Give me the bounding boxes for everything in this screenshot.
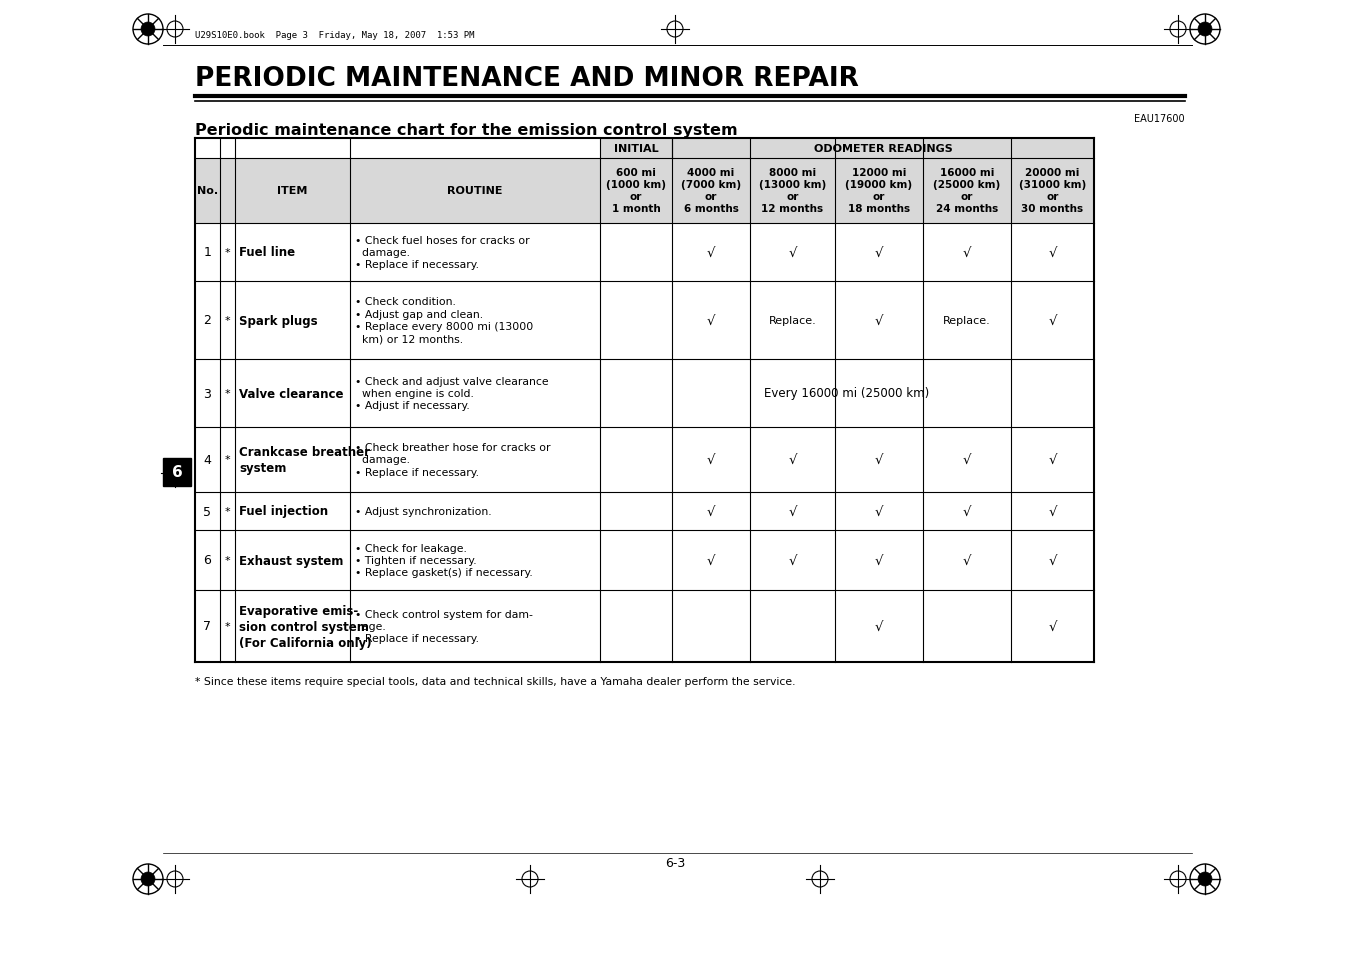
Text: *: * (224, 455, 230, 465)
Text: √: √ (874, 505, 884, 518)
Text: 1: 1 (204, 246, 212, 259)
Text: √: √ (1048, 246, 1056, 259)
Text: ITEM: ITEM (277, 186, 308, 196)
Text: • Check fuel hoses for cracks or
  damage.
• Replace if necessary.: • Check fuel hoses for cracks or damage.… (355, 235, 530, 270)
Text: √: √ (707, 314, 715, 327)
Text: √: √ (707, 505, 715, 518)
Text: Periodic maintenance chart for the emission control system: Periodic maintenance chart for the emiss… (195, 122, 738, 137)
Text: 5: 5 (204, 505, 212, 518)
Text: U29S10E0.book  Page 3  Friday, May 18, 2007  1:53 PM: U29S10E0.book Page 3 Friday, May 18, 200… (195, 30, 474, 39)
Text: 6: 6 (204, 554, 212, 567)
Bar (195, 159, 1094, 224)
Text: √: √ (1048, 454, 1056, 467)
Text: √: √ (707, 554, 715, 567)
Text: • Check and adjust valve clearance
  when engine is cold.
• Adjust if necessary.: • Check and adjust valve clearance when … (355, 376, 549, 411)
Text: Fuel line: Fuel line (239, 246, 295, 259)
Text: Crankcase breather
system: Crankcase breather system (239, 446, 370, 475)
Text: Exhaust system: Exhaust system (239, 554, 343, 567)
Text: 2: 2 (204, 314, 212, 327)
Text: √: √ (1048, 314, 1056, 327)
Text: Spark plugs: Spark plugs (239, 314, 317, 327)
Text: √: √ (963, 246, 971, 259)
Circle shape (1198, 872, 1212, 886)
Text: • Check breather hose for cracks or
  damage.
• Replace if necessary.: • Check breather hose for cracks or dama… (355, 442, 550, 477)
Circle shape (141, 23, 155, 37)
Text: √: √ (874, 246, 884, 259)
Text: Fuel injection: Fuel injection (239, 505, 328, 518)
Bar (600, 139, 1094, 159)
Text: √: √ (788, 505, 797, 518)
Text: • Adjust synchronization.: • Adjust synchronization. (355, 506, 492, 517)
Text: • Check control system for dam-
  age.
• Replace if necessary.: • Check control system for dam- age. • R… (355, 609, 532, 643)
Text: 4: 4 (204, 454, 212, 467)
Text: Every 16000 mi (25000 km): Every 16000 mi (25000 km) (765, 387, 929, 400)
Text: √: √ (707, 454, 715, 467)
Text: √: √ (1048, 619, 1056, 633)
Text: √: √ (1048, 554, 1056, 567)
Text: 6-3: 6-3 (665, 857, 685, 869)
Text: *: * (224, 506, 230, 517)
Text: Evaporative emis-
sion control system
(For California only): Evaporative emis- sion control system (F… (239, 604, 372, 649)
Circle shape (141, 872, 155, 886)
Text: 16000 mi
(25000 km)
or
24 months: 16000 mi (25000 km) or 24 months (934, 169, 1001, 214)
Text: √: √ (874, 314, 884, 327)
Text: *: * (224, 556, 230, 565)
Text: * Since these items require special tools, data and technical skills, have a Yam: * Since these items require special tool… (195, 677, 796, 686)
Text: Valve clearance: Valve clearance (239, 387, 343, 400)
Text: √: √ (963, 505, 971, 518)
Text: *: * (224, 315, 230, 326)
Circle shape (1198, 23, 1212, 37)
Text: • Check for leakage.
• Tighten if necessary.
• Replace gasket(s) if necessary.: • Check for leakage. • Tighten if necess… (355, 543, 532, 578)
Text: PERIODIC MAINTENANCE AND MINOR REPAIR: PERIODIC MAINTENANCE AND MINOR REPAIR (195, 66, 859, 91)
Text: √: √ (788, 554, 797, 567)
Text: √: √ (707, 246, 715, 259)
Text: 6: 6 (172, 465, 182, 480)
Text: √: √ (874, 619, 884, 633)
Text: *: * (224, 248, 230, 257)
Text: *: * (224, 389, 230, 398)
Text: Replace.: Replace. (943, 315, 990, 326)
Text: 12000 mi
(19000 km)
or
18 months: 12000 mi (19000 km) or 18 months (846, 169, 912, 214)
Text: √: √ (874, 454, 884, 467)
Text: 20000 mi
(31000 km)
or
30 months: 20000 mi (31000 km) or 30 months (1019, 169, 1086, 214)
Text: 3: 3 (204, 387, 212, 400)
Text: 7: 7 (204, 619, 212, 633)
Bar (163, 458, 190, 486)
Text: ROUTINE: ROUTINE (447, 186, 503, 196)
Text: √: √ (963, 454, 971, 467)
Text: √: √ (788, 246, 797, 259)
Text: *: * (224, 621, 230, 631)
Text: √: √ (874, 554, 884, 567)
Text: √: √ (788, 454, 797, 467)
Text: √: √ (963, 554, 971, 567)
Text: 4000 mi
(7000 km)
or
6 months: 4000 mi (7000 km) or 6 months (681, 169, 742, 214)
Text: √: √ (1048, 505, 1056, 518)
Text: INITIAL: INITIAL (613, 144, 658, 153)
Text: Replace.: Replace. (769, 315, 816, 326)
Text: 8000 mi
(13000 km)
or
12 months: 8000 mi (13000 km) or 12 months (759, 169, 825, 214)
Text: No.: No. (197, 186, 218, 196)
Text: ODOMETER READINGS: ODOMETER READINGS (813, 144, 952, 153)
Text: 600 mi
(1000 km)
or
1 month: 600 mi (1000 km) or 1 month (607, 169, 666, 214)
Text: EAU17600: EAU17600 (1135, 113, 1185, 124)
Text: • Check condition.
• Adjust gap and clean.
• Replace every 8000 mi (13000
  km) : • Check condition. • Adjust gap and clea… (355, 297, 534, 344)
